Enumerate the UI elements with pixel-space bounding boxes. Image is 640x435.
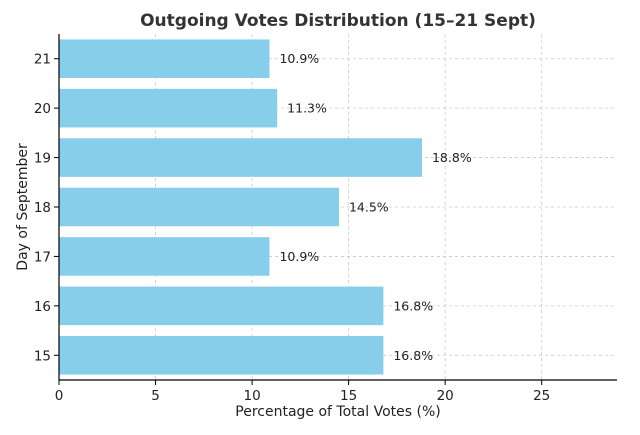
bar-day-20 <box>59 88 278 128</box>
y-tick-label: 19 <box>34 151 51 167</box>
bar-day-16 <box>59 286 384 326</box>
x-tick-label: 5 <box>151 388 160 404</box>
axes: 0 5 10 15 20 25 15 16 17 18 19 20 21 <box>34 34 617 404</box>
x-tick-label: 15 <box>340 388 357 404</box>
x-tick-label: 20 <box>437 388 454 404</box>
y-tick-label: 16 <box>34 299 51 315</box>
bar-day-21 <box>59 39 270 78</box>
y-tick-label: 20 <box>34 101 51 117</box>
y-tick-label: 21 <box>34 52 51 68</box>
bar-day-15 <box>59 336 384 375</box>
data-labels: 16.8% 16.8% 10.9% 14.5% 18.8% 11.3% 10.9% <box>279 51 471 363</box>
data-label-day-17: 10.9% <box>279 249 319 264</box>
data-label-day-20: 11.3% <box>287 101 327 116</box>
bar-day-19 <box>59 138 422 177</box>
y-axis-label: Day of September <box>15 143 31 271</box>
data-label-day-21: 10.9% <box>279 51 319 66</box>
data-label-day-19: 18.8% <box>432 150 472 165</box>
chart-title: Outgoing Votes Distribution (15–21 Sept) <box>140 11 536 31</box>
x-tick-label: 0 <box>55 388 64 404</box>
y-tick-label: 18 <box>34 200 51 216</box>
data-label-day-16: 16.8% <box>393 298 433 313</box>
bar-day-17 <box>59 237 270 276</box>
data-label-day-15: 16.8% <box>393 348 433 363</box>
x-tick-label: 25 <box>533 388 550 404</box>
bars <box>59 39 422 375</box>
x-tick-label: 10 <box>243 388 260 404</box>
bar-day-18 <box>59 187 339 227</box>
x-axis-label: Percentage of Total Votes (%) <box>235 404 440 420</box>
y-tick-label: 15 <box>34 348 51 364</box>
y-tick-label: 17 <box>34 249 51 265</box>
data-label-day-18: 14.5% <box>349 200 389 215</box>
